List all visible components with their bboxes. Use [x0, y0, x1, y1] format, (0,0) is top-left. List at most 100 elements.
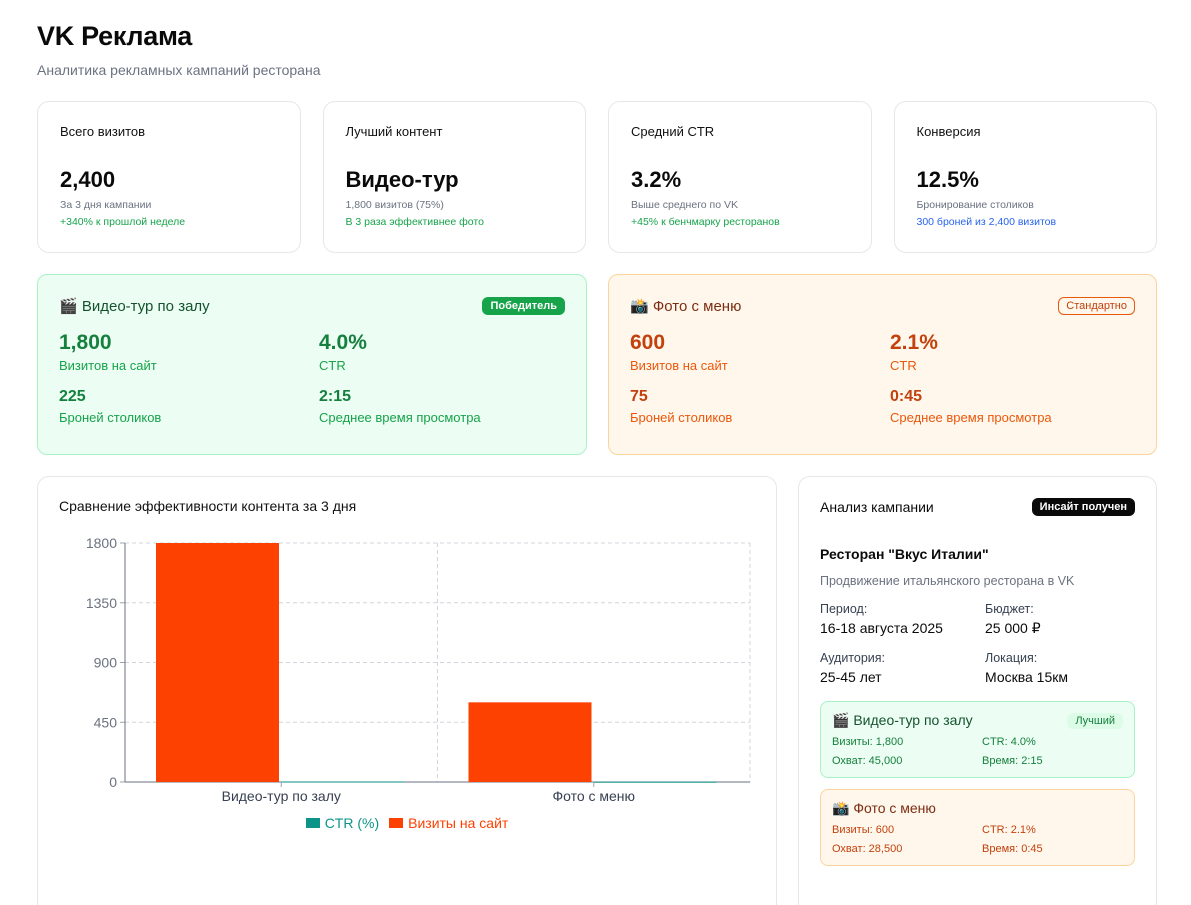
metric-value: 4.0%: [319, 331, 367, 354]
stat-value: 12.5%: [916, 167, 979, 192]
page-subtitle: Аналитика рекламных кампаний ресторана: [37, 62, 321, 78]
mini-title-text: Фото с меню: [853, 800, 936, 816]
audience-info: Аудитория: 25-45 лет: [820, 651, 985, 685]
mini-visits: Визиты: 600: [832, 824, 895, 836]
metric-label: Среднее время просмотра: [319, 410, 481, 425]
metric-value: 2:15: [319, 388, 352, 405]
stat-sub: Бронирование столиков: [916, 199, 1034, 211]
metric-label: Визитов на сайт: [630, 358, 728, 373]
info-label: Аудитория:: [820, 651, 886, 665]
info-label: Бюджет:: [985, 602, 1034, 616]
metric-value: 0:45: [890, 388, 923, 405]
legend-label: CTR (%): [324, 815, 380, 831]
video-tour-title: 🎬 Видео-тур по залу: [59, 297, 210, 315]
stat-value: Видео-тур: [345, 167, 459, 192]
metric-label: Броней столиков: [630, 410, 733, 425]
metric-value: 2.1%: [890, 331, 938, 354]
restaurant-description: Продвижение итальянского ресторана в VK: [820, 574, 1075, 588]
metric-value: 75: [630, 388, 648, 405]
metric-label: CTR: [890, 358, 917, 373]
menu-photo-title-text: Фото с меню: [652, 298, 742, 315]
metric-label: Броней столиков: [59, 410, 162, 425]
y-tick-label: 450: [94, 714, 118, 730]
chart-title: Сравнение эффективности контента за 3 дн…: [59, 498, 357, 514]
metric-label: Визитов на сайт: [59, 358, 157, 373]
photo-bookings-metric: 75 Броней столиков: [630, 387, 890, 425]
mini-visits: Визиты: 1,800: [832, 736, 904, 748]
metric-value: 600: [630, 331, 666, 354]
video-tour-card: 🎬 Видео-тур по залу Победитель 1,800 Виз…: [37, 274, 587, 455]
stat-note: +45% к бенчмарку ресторанов: [631, 216, 780, 228]
clapperboard-icon: 🎬: [832, 712, 850, 728]
page-header: VK Реклама Аналитика рекламных кампаний …: [37, 20, 320, 78]
analysis-photo-summary: 📸 Фото с меню Визиты: 600 CTR: 2.1% Охва…: [820, 789, 1135, 866]
stat-sub: 1,800 визитов (75%): [345, 199, 444, 211]
stat-label: Лучший контент: [345, 124, 443, 139]
camera-icon: 📸: [832, 800, 850, 816]
video-bookings-metric: 225 Броней столиков: [59, 387, 319, 425]
photo-watch-time-metric: 0:45 Среднее время просмотра: [890, 387, 1150, 425]
menu-photo-title: 📸 Фото с меню: [630, 297, 741, 315]
stat-value: 2,400: [60, 167, 116, 192]
mini-title: 🎬 Видео-тур по залу: [832, 712, 973, 729]
legend-label: Визиты на сайт: [408, 815, 509, 831]
menu-photo-card: 📸 Фото с меню Стандартно 600 Визитов на …: [608, 274, 1157, 455]
stat-card-average-ctr: Средний CTR 3.2% Выше среднего по VK +45…: [608, 101, 872, 253]
bar-ctr: [593, 781, 717, 783]
photo-visits-metric: 600 Визитов на сайт: [630, 331, 890, 373]
standard-badge: Стандартно: [1058, 297, 1135, 315]
clapperboard-icon: 🎬: [59, 298, 78, 315]
stat-note: 300 броней из 2,400 визитов: [916, 216, 1057, 228]
analysis-video-summary: 🎬 Видео-тур по залу Лучший Визиты: 1,800…: [820, 701, 1135, 778]
stats-row: Всего визитов 2,400 За 3 дня кампании +3…: [37, 101, 1157, 253]
location-info: Локация: Москва 15км: [985, 651, 1135, 685]
video-ctr-metric: 4.0% CTR: [319, 331, 579, 373]
bar-visits: [156, 543, 279, 782]
info-value: Москва 15км: [985, 669, 1069, 685]
mini-title-text: Видео-тур по залу: [853, 712, 973, 728]
y-tick-label: 900: [94, 655, 118, 671]
info-value: 25-45 лет: [820, 669, 882, 685]
legend-item-ctr[interactable]: CTR (%): [305, 815, 380, 831]
photo-ctr-metric: 2.1% CTR: [890, 331, 1150, 373]
mini-time: Время: 2:15: [982, 755, 1043, 767]
bar-ctr: [281, 781, 404, 783]
winner-badge: Победитель: [482, 297, 565, 315]
legend-swatch-icon: [305, 818, 320, 828]
chart-legend: CTR (%) Визиты на сайт: [38, 815, 776, 831]
video-visits-metric: 1,800 Визитов на сайт: [59, 331, 319, 373]
y-tick-label: 1350: [86, 595, 117, 611]
page-title: VK Реклама: [37, 21, 193, 51]
legend-swatch-icon: [389, 818, 404, 828]
stat-sub: За 3 дня кампании: [60, 199, 152, 211]
x-tick-label: Фото с меню: [552, 788, 635, 804]
y-tick-label: 0: [109, 774, 117, 790]
period-info: Период: 16-18 августа 2025: [820, 602, 985, 637]
metric-value: 225: [59, 388, 86, 405]
legend-item-visits[interactable]: Визиты на сайт: [389, 815, 508, 831]
mini-time: Время: 0:45: [982, 843, 1043, 855]
budget-info: Бюджет: 25 000 ₽: [985, 602, 1135, 637]
video-tour-title-text: Видео-тур по залу: [81, 298, 210, 315]
insight-badge: Инсайт получен: [1031, 498, 1135, 516]
stat-label: Конверсия: [916, 124, 981, 139]
metric-value: 1,800: [59, 331, 112, 354]
metric-label: CTR: [319, 358, 346, 373]
stat-card-total-visits: Всего визитов 2,400 За 3 дня кампании +3…: [37, 101, 301, 253]
metric-label: Среднее время просмотра: [890, 410, 1052, 425]
info-label: Локация:: [985, 651, 1038, 665]
stat-sub: Выше среднего по VK: [631, 199, 738, 211]
restaurant-name: Ресторан "Вкус Италии": [820, 546, 989, 562]
analysis-title: Анализ кампании: [820, 499, 934, 515]
camera-icon: 📸: [630, 298, 649, 315]
y-tick-label: 1800: [86, 535, 117, 551]
stat-card-conversion: Конверсия 12.5% Бронирование столиков 30…: [893, 101, 1157, 253]
video-watch-time-metric: 2:15 Среднее время просмотра: [319, 387, 579, 425]
mini-ctr: CTR: 4.0%: [982, 736, 1036, 748]
bar-visits: [468, 702, 592, 782]
campaign-analysis-card: Анализ кампании Инсайт получен Ресторан …: [798, 476, 1157, 905]
stat-value: 3.2%: [631, 167, 682, 192]
stat-note: В 3 раза эффективнее фото: [345, 216, 484, 228]
mini-ctr: CTR: 2.1%: [982, 824, 1036, 836]
x-tick-label: Видео-тур по залу: [222, 788, 341, 804]
